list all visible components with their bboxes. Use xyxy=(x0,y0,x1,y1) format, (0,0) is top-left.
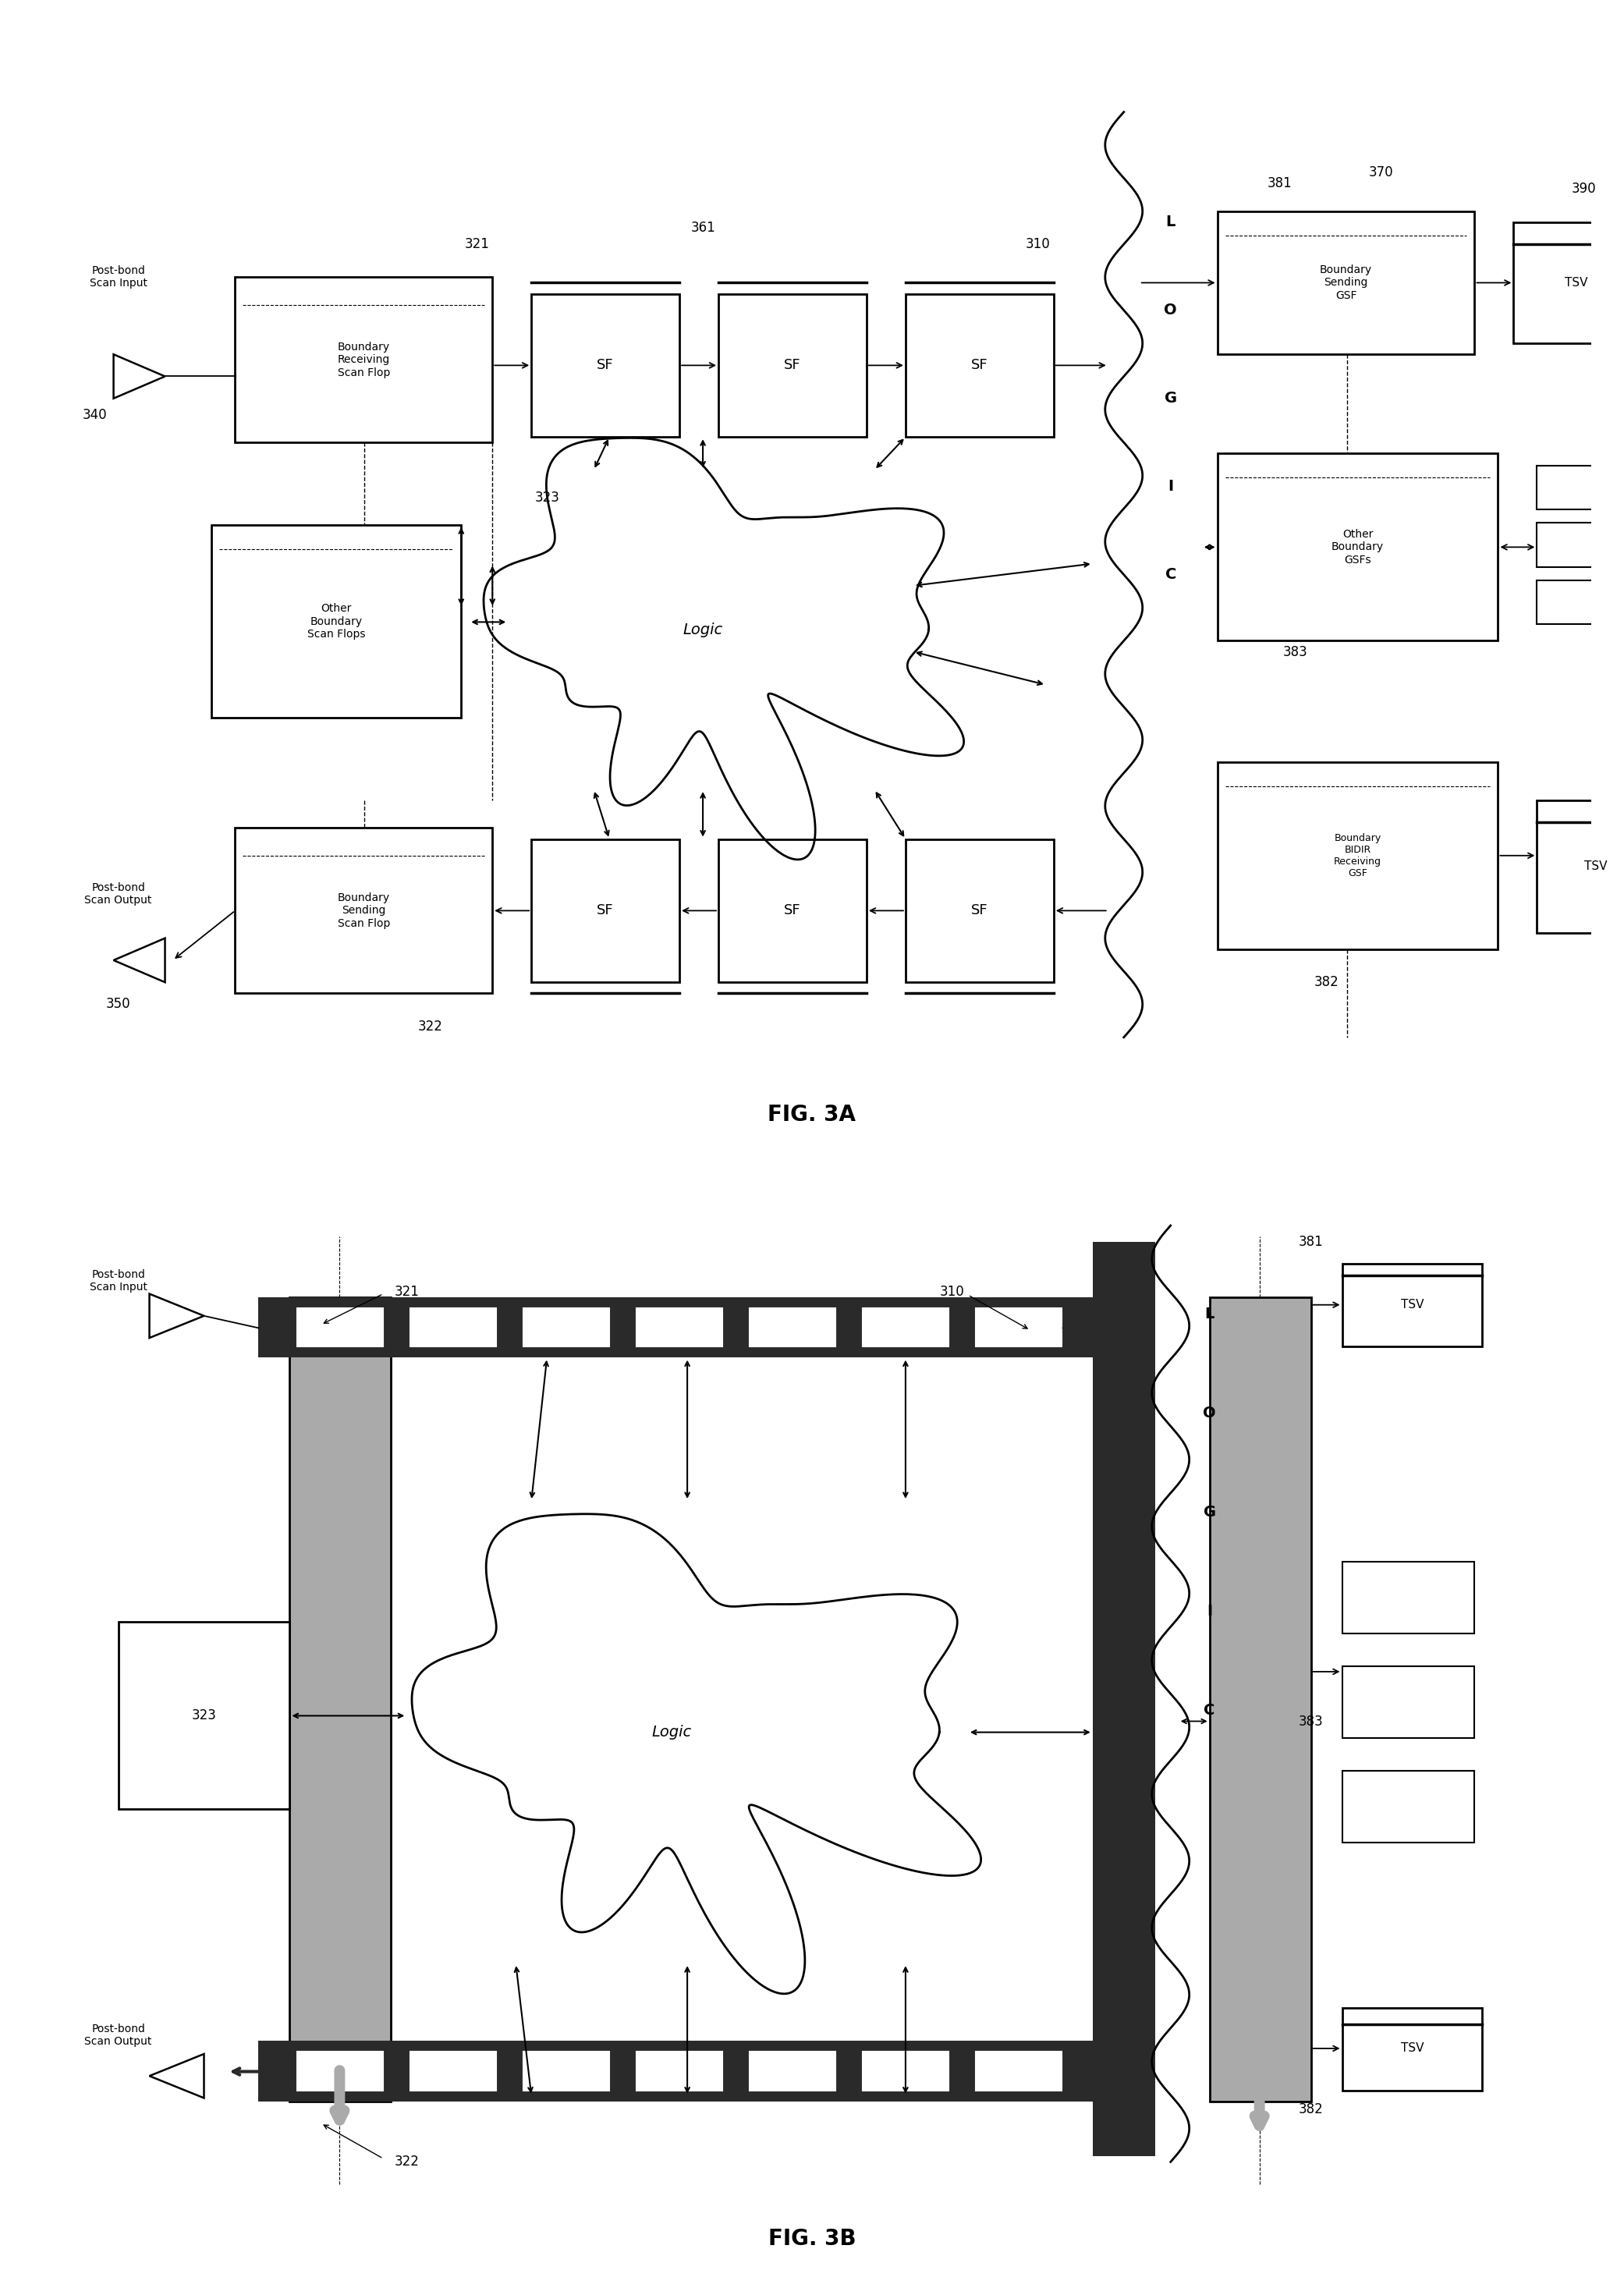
Bar xyxy=(1093,1242,1155,2157)
Bar xyxy=(976,2052,1062,2091)
Bar xyxy=(1536,801,1624,932)
Text: FIG. 3B: FIG. 3B xyxy=(768,2228,856,2249)
Bar xyxy=(297,2052,383,2091)
Text: SF: SF xyxy=(971,358,987,372)
Bar xyxy=(862,2052,948,2091)
Text: G: G xyxy=(1203,1506,1216,1519)
Text: 381: 381 xyxy=(1299,1235,1324,1248)
Text: L: L xyxy=(1166,216,1176,230)
Text: 321: 321 xyxy=(464,236,489,250)
Bar xyxy=(718,840,867,982)
Bar xyxy=(1218,762,1497,950)
Text: C: C xyxy=(1164,567,1176,583)
Bar xyxy=(258,2040,1093,2102)
Text: O: O xyxy=(1164,303,1177,317)
Text: TSV: TSV xyxy=(1583,861,1606,872)
Bar xyxy=(906,294,1054,436)
Text: 381: 381 xyxy=(1267,177,1293,190)
Text: Post-bond
Scan Output: Post-bond Scan Output xyxy=(84,881,153,907)
Bar xyxy=(523,2052,609,2091)
Text: TSV: TSV xyxy=(1402,1299,1424,1310)
Text: TSV: TSV xyxy=(1564,278,1587,289)
Text: 310: 310 xyxy=(940,1285,965,1299)
Text: 382: 382 xyxy=(1299,2102,1324,2116)
Text: SF: SF xyxy=(784,358,801,372)
Bar xyxy=(523,1308,609,1347)
Bar xyxy=(637,2052,723,2091)
Bar xyxy=(119,1623,289,1808)
Bar xyxy=(1536,466,1624,509)
Text: SF: SF xyxy=(598,904,614,918)
Bar xyxy=(750,2052,835,2091)
Text: G: G xyxy=(1164,390,1177,406)
Bar xyxy=(1341,2008,1483,2091)
Text: 310: 310 xyxy=(1026,236,1051,250)
Bar xyxy=(258,1297,1093,1359)
Text: Other
Boundary
Scan Flops: Other Boundary Scan Flops xyxy=(307,604,365,640)
Text: SF: SF xyxy=(971,904,987,918)
Bar xyxy=(637,1308,723,1347)
Text: I: I xyxy=(1168,480,1174,493)
Bar xyxy=(718,294,867,436)
Bar xyxy=(1341,1666,1475,1737)
Text: Post-bond
Scan Output: Post-bond Scan Output xyxy=(84,2024,153,2047)
Text: 383: 383 xyxy=(1283,645,1307,659)
Text: Boundary
Receiving
Scan Flop: Boundary Receiving Scan Flop xyxy=(338,342,390,379)
Text: 370: 370 xyxy=(1369,165,1393,179)
Bar xyxy=(411,1308,497,1347)
Bar xyxy=(976,1308,1062,1347)
Text: 382: 382 xyxy=(1314,975,1338,989)
Bar xyxy=(1536,523,1624,567)
Text: O: O xyxy=(1203,1405,1216,1421)
Text: Boundary
Sending
GSF: Boundary Sending GSF xyxy=(1320,264,1372,301)
Text: Post-bond
Scan Input: Post-bond Scan Input xyxy=(89,1269,148,1292)
Text: 350: 350 xyxy=(106,998,130,1012)
Bar xyxy=(1536,581,1624,624)
Bar xyxy=(1514,223,1624,344)
Bar xyxy=(235,278,492,443)
Text: SF: SF xyxy=(784,904,801,918)
Bar xyxy=(1341,1561,1475,1634)
Text: I: I xyxy=(1207,1604,1213,1618)
Text: 323: 323 xyxy=(192,1710,216,1724)
Bar xyxy=(235,828,492,994)
Bar xyxy=(531,840,679,982)
Bar xyxy=(1218,454,1497,640)
Text: 383: 383 xyxy=(1299,1714,1324,1728)
Bar xyxy=(289,1297,391,2102)
Text: Boundary
BIDIR
Receiving
GSF: Boundary BIDIR Receiving GSF xyxy=(1333,833,1382,879)
Text: 322: 322 xyxy=(417,1019,442,1033)
Bar xyxy=(862,1308,948,1347)
Bar xyxy=(211,526,461,718)
Bar xyxy=(1341,1772,1475,1843)
Bar xyxy=(906,840,1054,982)
Text: FIG. 3A: FIG. 3A xyxy=(768,1104,856,1125)
Text: Post-bond
Scan Input: Post-bond Scan Input xyxy=(89,266,148,289)
Bar xyxy=(1218,211,1475,353)
Bar xyxy=(297,1308,383,1347)
Bar xyxy=(411,2052,497,2091)
Text: Boundary
Sending
Scan Flop: Boundary Sending Scan Flop xyxy=(338,893,390,929)
Bar xyxy=(750,1308,835,1347)
Text: 321: 321 xyxy=(395,1285,419,1299)
Bar xyxy=(531,294,679,436)
Text: 340: 340 xyxy=(83,409,107,422)
Text: 322: 322 xyxy=(395,2155,419,2169)
Text: 323: 323 xyxy=(534,491,559,505)
Text: Other
Boundary
GSFs: Other Boundary GSFs xyxy=(1332,530,1384,565)
Text: C: C xyxy=(1203,1703,1215,1717)
Text: Logic: Logic xyxy=(651,1726,692,1740)
Bar xyxy=(1341,1265,1483,1347)
Text: TSV: TSV xyxy=(1402,2043,1424,2054)
Bar xyxy=(1210,1297,1311,2102)
Text: SF: SF xyxy=(598,358,614,372)
Text: Logic: Logic xyxy=(682,622,723,638)
Text: 361: 361 xyxy=(690,220,715,234)
Text: L: L xyxy=(1205,1306,1215,1322)
Text: 390: 390 xyxy=(1572,181,1596,195)
